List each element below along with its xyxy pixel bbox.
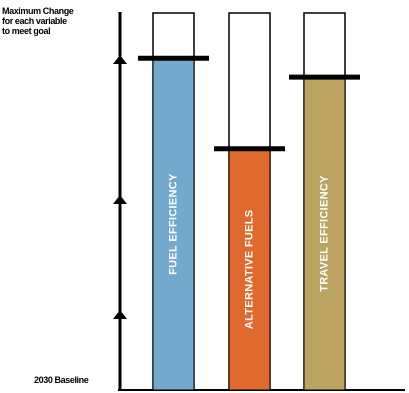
y-axis-top-label: Maximum Change for each variable to meet… (2, 6, 122, 36)
baseline-label: 2030 Baseline (34, 375, 89, 385)
bar-label: ALTERNATIVE FUELS (243, 210, 255, 330)
bar-label: FUEL EFFICIENCY (167, 173, 179, 275)
y-axis-top-label-line: Maximum Change (2, 6, 74, 16)
bar (152, 57, 195, 391)
y-axis-top-label-line: to meet goal (2, 26, 51, 36)
axis-arrow-marker (113, 310, 127, 319)
axis-arrow-marker (113, 55, 127, 64)
bar-label: TRAVEL EFFICIENCY (318, 175, 330, 292)
axis-arrow-marker (113, 195, 127, 204)
bar (228, 148, 271, 391)
y-axis-top-label-line: for each variable (2, 16, 67, 26)
